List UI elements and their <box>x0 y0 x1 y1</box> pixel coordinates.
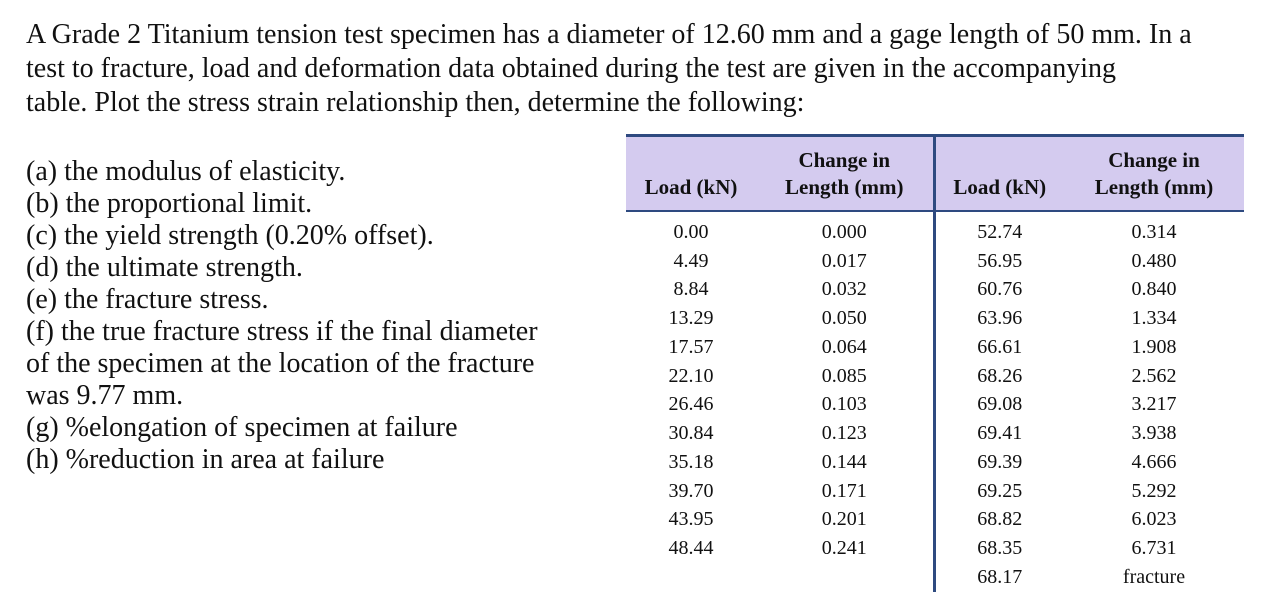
question-item: (g) %elongation of specimen at failure <box>26 412 458 443</box>
table-row: 26.46 0.103 69.08 3.217 <box>626 390 1244 420</box>
table-cell: 35.18 <box>668 450 714 473</box>
table-cell: 0.000 <box>821 220 867 243</box>
question-item: (a) the modulus of elasticity. <box>26 156 346 187</box>
table-cell: 22.10 <box>668 364 714 387</box>
problem-statement-line: test to fracture, load and deformation d… <box>26 53 1117 84</box>
table-cell: 0.050 <box>821 307 867 330</box>
table-cell: 0.064 <box>821 335 867 358</box>
table-row: 22.10 0.085 68.26 2.562 <box>626 361 1244 391</box>
table-cell: 4.49 <box>673 249 709 272</box>
table-cell: 0.201 <box>821 508 867 531</box>
header-text: Change in <box>1108 148 1200 172</box>
problem-statement-line: table. Plot the stress strain relationsh… <box>26 87 805 118</box>
table-cell: 0.017 <box>821 249 867 272</box>
table-row: 13.29 0.050 63.96 1.334 <box>626 304 1244 333</box>
table-cell: 0.123 <box>821 422 867 445</box>
table-cell: 0.00 <box>673 220 709 243</box>
header-load-1: Load (kN) <box>644 175 738 199</box>
table-cell <box>756 563 934 592</box>
table-cell: 26.46 <box>668 393 714 416</box>
table-header: Load (kN) Change in Length (mm) Load (kN… <box>626 135 1244 212</box>
load-deformation-table-container: Load (kN) Change in Length (mm) Load (kN… <box>626 134 1244 592</box>
table-row: 8.84 0.032 60.76 0.840 <box>626 275 1244 305</box>
header-text: Length (mm) <box>1094 175 1214 199</box>
table-cell: 1.334 <box>1131 307 1177 330</box>
table-cell: 3.217 <box>1131 393 1177 416</box>
table-cell: fracture <box>1122 565 1186 588</box>
table-cell: 69.08 <box>932 390 1064 420</box>
question-item: of the specimen at the location of the f… <box>26 348 535 379</box>
question-item: (h) %reduction in area at failure <box>26 444 385 475</box>
table-cell: 17.57 <box>668 335 714 358</box>
table-row: 39.70 0.171 69.25 5.292 <box>626 476 1244 506</box>
table-cell: 48.44 <box>668 537 714 560</box>
table-cell: 69.25 <box>932 476 1064 506</box>
question-list: (a) the modulus of elasticity. (b) the pr… <box>26 156 586 476</box>
table-cell: 69.39 <box>932 448 1064 477</box>
table-cell: 68.82 <box>932 505 1064 535</box>
table-cell: 0.314 <box>1131 220 1177 243</box>
table-cell: 0.144 <box>821 450 867 473</box>
table-body: 0.00 0.000 52.74 0.314 4.49 0.017 56.95 0.480 8.… <box>626 211 1244 592</box>
table-cell: 69.41 <box>932 419 1064 448</box>
question-item: (d) the ultimate strength. <box>26 252 303 283</box>
question-item: (e) the fracture stress. <box>26 284 269 315</box>
table-header-row: Load (kN) Change in Length (mm) Load (kN… <box>626 135 1244 212</box>
header-change-in-length-2: Change in Length (mm) <box>1064 136 1244 212</box>
table-cell: 39.70 <box>668 479 714 502</box>
table-cell: 0.103 <box>821 393 867 416</box>
header-load-2: Load (kN) <box>932 135 1064 211</box>
table-cell: 1.908 <box>1131 335 1177 358</box>
table-cell: 0.480 <box>1131 249 1177 272</box>
table-cell: 0.241 <box>821 537 867 560</box>
header-change-in-length-1: Change in Length (mm) <box>756 136 934 212</box>
table-cell: 0.085 <box>821 364 867 387</box>
table-cell: 60.76 <box>932 275 1064 305</box>
table-cell: 5.292 <box>1131 479 1177 502</box>
table-cell <box>626 563 756 592</box>
table-cell: 4.666 <box>1131 450 1177 473</box>
header-text: Change in <box>798 148 891 172</box>
table-cell: 3.938 <box>1131 422 1177 445</box>
table-row: 68.17 fracture <box>626 563 1244 592</box>
table-cell: 2.562 <box>1131 364 1177 387</box>
question-item: (f) the true fracture stress if the fina… <box>26 316 538 347</box>
table-cell: 13.29 <box>668 307 714 330</box>
table-cell: 30.84 <box>668 422 714 445</box>
table-cell: 68.26 <box>932 361 1064 391</box>
table-cell: 8.84 <box>673 278 709 301</box>
table-cell: 6.023 <box>1131 508 1177 531</box>
table-cell: 0.032 <box>821 278 867 301</box>
table-row: 30.84 0.123 69.41 3.938 <box>626 419 1244 448</box>
table-cell: 6.731 <box>1131 537 1177 560</box>
problem-statement-line: A Grade 2 Titanium tension test specimen… <box>26 19 1192 50</box>
table-row: 4.49 0.017 56.95 0.480 <box>626 246 1244 276</box>
table-cell: 68.17 <box>932 563 1064 592</box>
table-row: 35.18 0.144 69.39 4.666 <box>626 448 1244 477</box>
table-row: 0.00 0.000 52.74 0.314 <box>626 211 1244 247</box>
table-row: 48.44 0.241 68.35 6.731 <box>626 534 1244 563</box>
table-cell: 68.35 <box>932 534 1064 563</box>
header-text: Length (mm) <box>785 175 904 199</box>
question-item: was 9.77 mm. <box>26 380 184 411</box>
table-row: 43.95 0.201 68.82 6.023 <box>626 505 1244 535</box>
table-cell: 66.61 <box>932 333 1064 362</box>
question-item: (b) the proportional limit. <box>26 188 313 219</box>
table-cell: 43.95 <box>668 508 714 531</box>
problem-statement: A Grade 2 Titanium tension test specimen… <box>26 18 1266 120</box>
table-cell: 56.95 <box>932 246 1064 276</box>
table-row: 17.57 0.064 66.61 1.908 <box>626 333 1244 362</box>
question-item: (c) the yield strength (0.20% offset). <box>26 220 434 251</box>
table-cell: 0.171 <box>821 479 867 502</box>
load-deformation-table: Load (kN) Change in Length (mm) Load (kN… <box>626 134 1244 592</box>
table-cell: 0.840 <box>1131 278 1177 301</box>
table-cell: 63.96 <box>932 304 1064 333</box>
table-cell: 52.74 <box>932 211 1064 247</box>
